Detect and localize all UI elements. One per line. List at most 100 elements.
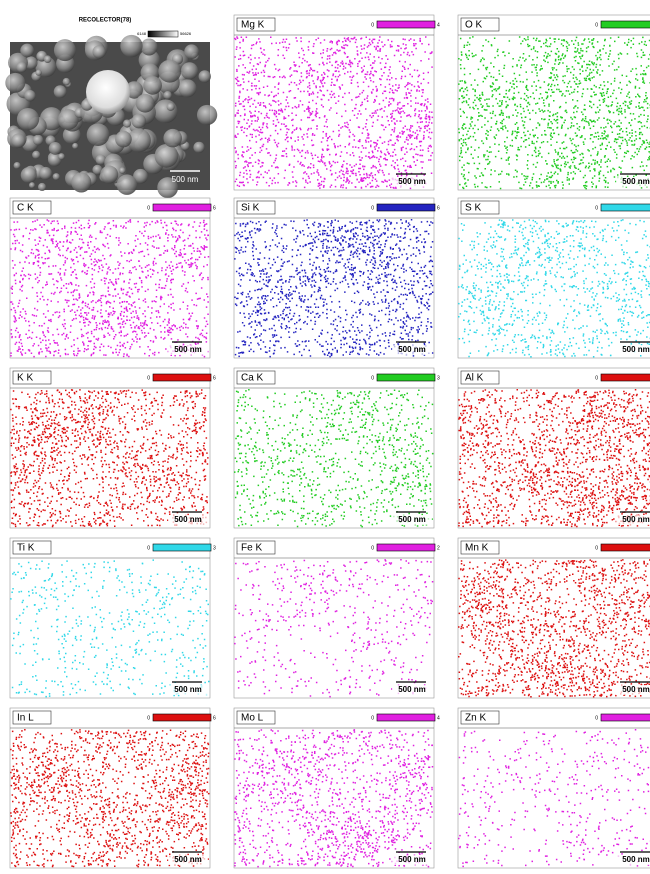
scale-min: 0 (371, 205, 374, 211)
scale-max: 3 (437, 375, 440, 381)
scale-bar-label: 500 nm (622, 685, 650, 694)
element-label: Ti K (17, 543, 35, 554)
scale-bar-label: 500 nm (622, 345, 650, 354)
element-map: Mg K 0 4 500 nm (234, 15, 440, 190)
element-label: O K (465, 20, 483, 31)
element-map: Mn K 0 500 nm (458, 538, 650, 698)
scale-min: 0 (595, 545, 598, 551)
sem-particle (54, 39, 76, 61)
sem-particle (11, 134, 25, 148)
sem-particle (63, 78, 70, 85)
colorbar (601, 374, 650, 381)
scale-bar-label: 500 nm (398, 515, 426, 524)
sem-particle (132, 114, 147, 129)
sem-title: RECOLECTOR(78) (79, 18, 132, 24)
element-label: Al K (465, 373, 484, 384)
scale-max: 4 (437, 715, 440, 721)
sem-scale-max: 56626 (180, 31, 192, 36)
colorbar (153, 204, 211, 211)
sem-particle (71, 172, 91, 192)
scale-bar-label: 500 nm (174, 345, 202, 354)
scale-min: 0 (595, 205, 598, 211)
sem-particle (167, 103, 175, 111)
map-frame (234, 198, 434, 358)
colorbar (377, 21, 435, 28)
scale-min: 0 (595, 715, 598, 721)
scale-max: 6 (213, 205, 216, 211)
scale-min: 0 (371, 375, 374, 381)
sem-particle (33, 135, 44, 146)
sem-scale-min: 6148 (137, 31, 147, 36)
scale-min: 0 (595, 375, 598, 381)
sem-particle (53, 173, 60, 180)
scale-bar-label: 500 nm (398, 177, 426, 186)
element-label: S K (465, 203, 481, 214)
scale-bar-label: 500 nm (174, 685, 202, 694)
sem-particle (117, 174, 137, 194)
scale-max: 4 (437, 22, 440, 28)
sem-particle (72, 143, 78, 149)
sem-particle (24, 90, 35, 101)
element-map: Ca K 0 3 500 nm (234, 368, 440, 528)
sem-particle (136, 94, 155, 113)
sem-particle (38, 183, 46, 191)
scale-max: 6 (213, 375, 216, 381)
sem-particle (163, 91, 171, 99)
scale-max: 3 (213, 545, 216, 551)
sem-particle (163, 129, 182, 148)
scale-max: 2 (437, 545, 440, 551)
sem-particle (119, 167, 126, 174)
sem-particle (21, 167, 37, 183)
sem-particle (141, 38, 158, 55)
element-label: Mo L (241, 713, 264, 724)
element-label: Mn K (465, 543, 489, 554)
sem-particle (181, 62, 198, 79)
sem-particle (44, 55, 52, 63)
element-map: Mo L04500 nm (234, 708, 440, 868)
sem-particle (32, 151, 40, 159)
scale-bar-label: 500 nm (398, 345, 426, 354)
sem-particle (14, 162, 21, 169)
element-map: Al K0500 nm (458, 368, 650, 528)
scale-min: 0 (371, 22, 374, 28)
sem-particle (123, 119, 131, 127)
scale-min: 0 (147, 715, 150, 721)
scale-min: 0 (147, 545, 150, 551)
sem-particle (29, 182, 35, 188)
sem-particle (58, 153, 65, 160)
sem-particle (87, 123, 110, 146)
sem-large-particle (86, 70, 130, 114)
scale-min: 0 (371, 545, 374, 551)
scale-max: 6 (437, 205, 440, 211)
scale-bar-label: 500 nm (622, 177, 650, 186)
scale-min: 0 (595, 22, 598, 28)
sem-scale-bar-label: 500 nm (172, 175, 199, 184)
scale-bar-label: 500 nm (398, 855, 426, 864)
map-frame (458, 708, 650, 868)
sem-particle (178, 79, 196, 97)
scale-bar-label: 500 nm (622, 855, 650, 864)
map-frame (10, 538, 210, 698)
sem-particle (20, 44, 34, 58)
element-label: Mg K (241, 20, 265, 31)
sem-particle (193, 142, 204, 153)
map-frame (10, 198, 210, 358)
sem-particle (100, 166, 118, 184)
colorbar (601, 714, 650, 721)
element-label: Ca K (241, 373, 264, 384)
sem-particle (35, 70, 41, 76)
sem-particle (184, 44, 199, 59)
sem-particle (39, 167, 52, 180)
element-map: Si K06500 nm (234, 198, 440, 358)
element-map: Ti K 0 3 500 nm (10, 538, 216, 698)
colorbar (153, 544, 211, 551)
map-frame (234, 538, 434, 698)
sem-particle (197, 105, 217, 125)
sem-particle (5, 73, 25, 93)
element-label: In L (17, 713, 34, 724)
element-map: C K06500 nm (10, 198, 216, 358)
scale-bar-label: 500 nm (174, 515, 202, 524)
element-label: Zn K (465, 713, 486, 724)
